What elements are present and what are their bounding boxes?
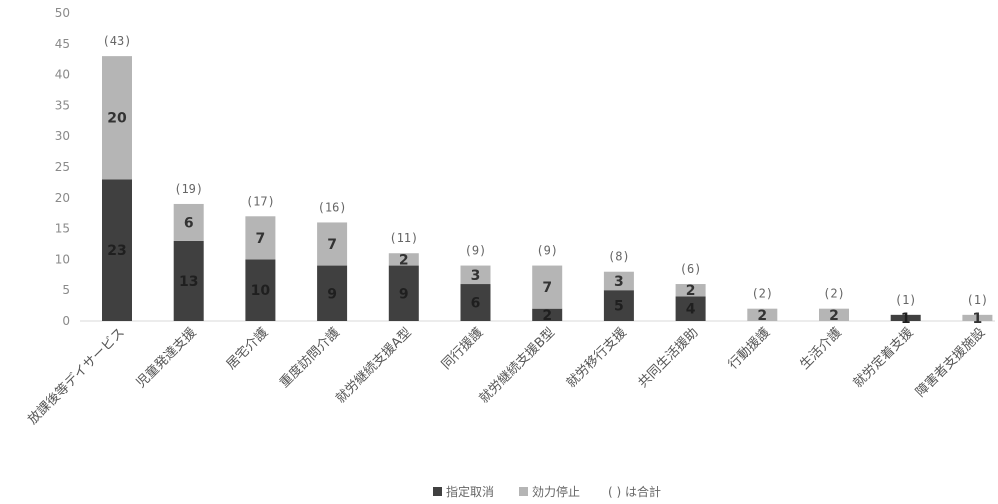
bar-segment: [173, 240, 204, 321]
data-label: 7: [542, 280, 552, 296]
legend-label-suspend: 効力停止: [532, 484, 580, 499]
bar-segment: [317, 222, 348, 266]
total-label: (1): [967, 293, 989, 307]
category-label: 児童発達支援: [133, 325, 199, 391]
data-label: 10: [251, 283, 271, 299]
data-label: 20: [107, 111, 127, 127]
bar-segment: [532, 265, 563, 309]
total-label: (43): [103, 34, 132, 48]
bar-segment: [460, 265, 491, 285]
total-label: (16): [318, 200, 347, 214]
y-tick-label: 20: [55, 191, 70, 205]
bar-segment: [532, 308, 563, 321]
total-label: (19): [174, 182, 203, 196]
bar-segment: [245, 216, 276, 260]
data-label: 2: [829, 308, 839, 324]
y-tick-label: 45: [55, 37, 70, 51]
total-label: (2): [751, 287, 773, 301]
y-tick-label: 0: [62, 314, 70, 328]
bar-segment: [675, 284, 706, 297]
bar-segment: [317, 265, 348, 321]
bars: [102, 56, 993, 321]
total-labels: (43) (19) (17) (16) (11) (9) (9) (8) (6) (2) (2) (1…: [103, 34, 989, 307]
category-label: 生活介護: [797, 325, 845, 373]
data-label: 9: [399, 286, 409, 302]
y-tick-label: 35: [55, 98, 70, 112]
legend-label-remove: 指定取消: [446, 484, 494, 499]
data-label: 13: [179, 274, 198, 290]
bar-segment: [102, 56, 132, 180]
category-label: 行動援護: [725, 325, 773, 373]
bar-segment: [603, 271, 634, 291]
bar-segment: [460, 284, 491, 321]
legend-note: ( ) は合計: [608, 484, 661, 499]
category-label: 居宅介護: [223, 325, 271, 373]
legend: 指定取消 効力停止 ( ) は合計: [433, 484, 661, 499]
category-label: 就労継続支援B型: [477, 325, 558, 406]
data-label: 7: [256, 231, 266, 247]
total-label: (2): [823, 287, 845, 301]
y-tick-label: 25: [55, 160, 70, 174]
bar-segment: [675, 296, 706, 321]
y-axis: 0 5 10 15 20 25 30 35 40 45 50: [55, 6, 70, 328]
total-label: (17): [246, 194, 275, 208]
data-label: 5: [614, 299, 624, 315]
data-label: 3: [471, 268, 481, 284]
bar-segment: [890, 314, 921, 321]
bar-segment: [102, 179, 132, 321]
category-label: 同行援護: [438, 325, 486, 373]
total-label: (6): [680, 262, 702, 276]
data-label: 1: [973, 311, 983, 327]
legend-swatch-suspend: [519, 487, 528, 496]
data-label: 4: [686, 302, 696, 318]
y-tick-label: 30: [55, 129, 70, 143]
category-label: 就労移行支援: [564, 325, 630, 391]
bar-segment: [603, 290, 634, 321]
bar-segment: [388, 265, 419, 321]
data-label: 2: [757, 308, 767, 324]
value-labels: 23 20 13 6 10 7 9 7 9 2 6 3 2 7 5 3 4 2 2 2 1 1: [107, 111, 982, 327]
category-label: 共同生活援助: [636, 325, 702, 391]
total-label: (11): [389, 231, 418, 245]
bar-segment: [819, 308, 849, 321]
y-tick-label: 40: [55, 68, 70, 82]
bar-segment: [962, 314, 993, 321]
data-label: 23: [107, 243, 126, 259]
category-label: 放課後等デイサービス: [25, 325, 128, 428]
y-tick-label: 50: [55, 6, 70, 20]
data-label: 3: [614, 274, 624, 290]
bar-segment: [245, 259, 276, 321]
data-label: 6: [184, 215, 194, 231]
y-tick-label: 15: [55, 222, 70, 236]
data-label: 9: [327, 286, 337, 302]
y-tick-label: 5: [62, 283, 70, 297]
bar-segment: [747, 308, 778, 321]
total-label: (9): [465, 244, 487, 258]
data-label: 2: [542, 308, 552, 324]
total-label: (9): [536, 244, 558, 258]
data-label: 1: [901, 311, 911, 327]
data-label: 2: [686, 283, 696, 299]
total-label: (1): [895, 293, 917, 307]
bar-segment: [388, 253, 419, 266]
category-label: 就労定着支援: [850, 325, 916, 391]
data-label: 7: [327, 237, 337, 253]
total-label: (8): [608, 250, 630, 264]
category-label: 障害者支援施設: [913, 325, 989, 401]
y-tick-label: 10: [55, 252, 70, 266]
category-label: 就労継続支援A型: [333, 325, 414, 406]
bar-segment: [173, 203, 204, 241]
legend-swatch-remove: [433, 487, 442, 496]
category-label: 重度訪問介護: [276, 325, 342, 391]
data-label: 2: [399, 252, 409, 268]
data-label: 6: [471, 296, 481, 312]
